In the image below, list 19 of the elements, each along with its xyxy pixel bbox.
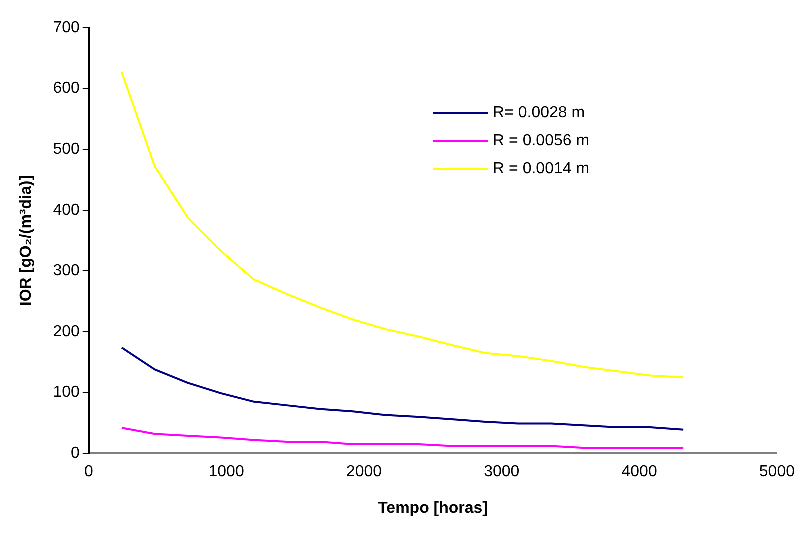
legend-label: R = 0.0056 m [493,132,590,150]
y-tick-label: 400 [53,202,80,219]
y-tick-label: 600 [53,80,80,98]
y-tick-label: 0 [70,445,80,462]
y-tick-label: 100 [53,384,80,402]
legend-label: R= 0.0028 m [493,104,586,122]
y-axis-title: IOR [gO₂/(m³dia)] [18,175,36,306]
x-tick-label: 4000 [622,464,658,481]
y-tick-label: 300 [53,262,80,280]
x-tick-label: 0 [84,464,94,481]
x-tick-label: 3000 [484,464,520,481]
y-tick-label: 700 [53,19,80,36]
x-tick-label: 1000 [208,464,244,481]
x-axis-title: Tempo [horas] [378,500,488,517]
y-tick-label: 500 [53,141,80,158]
x-tick-label: 5000 [759,464,796,481]
legend-label: R = 0.0014 m [493,160,590,178]
y-tick-label: 200 [53,323,80,340]
x-tick-label: 2000 [346,464,382,481]
